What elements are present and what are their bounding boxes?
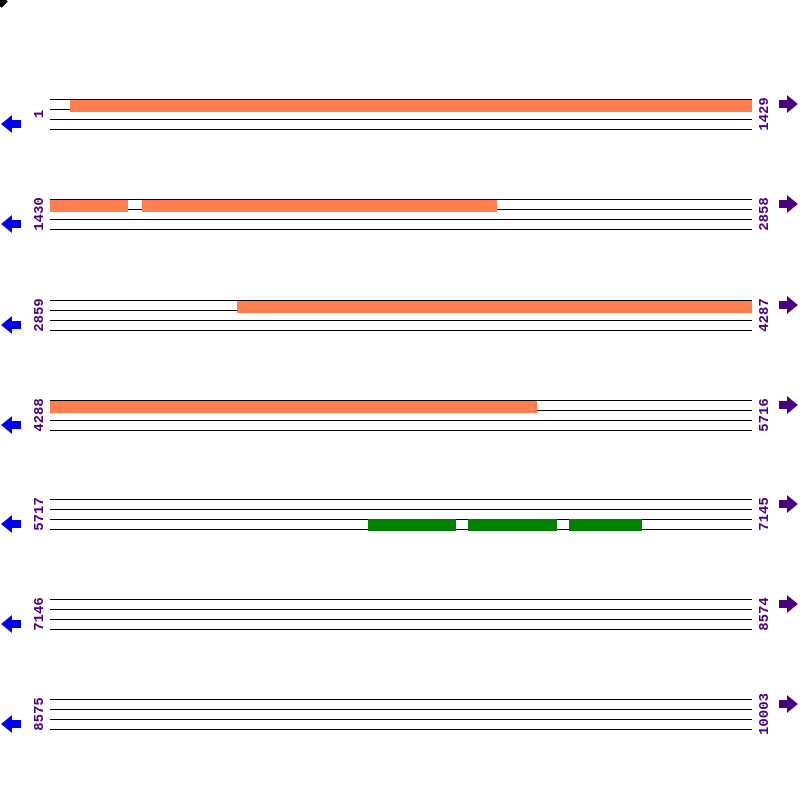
sequence-row: 7146 8574 — [0, 595, 800, 633]
sequence-track-line — [50, 330, 752, 331]
sequence-track-line — [50, 320, 752, 321]
row-end-coordinate-label: 4287 — [757, 298, 773, 332]
sequence-row: 5717 7145 — [0, 495, 800, 533]
reverse-strand-arrow-icon — [1, 415, 21, 440]
sequence-row: 4288 5716 — [0, 396, 800, 434]
forward-strand-arrow-icon — [779, 194, 798, 219]
corner-mark — [0, 0, 8, 8]
sequence-track-line — [50, 430, 752, 431]
sequence-track-line — [50, 699, 752, 700]
sequence-row: 8575 10003 — [0, 693, 800, 735]
forward-feature-segment — [142, 200, 497, 212]
forward-feature-segment — [50, 200, 128, 212]
forward-strand-arrow-icon — [779, 594, 798, 619]
forward-strand-arrow-icon — [779, 94, 798, 119]
sequence-track-line — [50, 729, 752, 730]
row-start-coordinate-label: 1 — [32, 109, 48, 119]
sequence-track-line — [50, 719, 752, 720]
forward-feature-segment — [237, 301, 752, 313]
sequence-track-line — [50, 420, 752, 421]
row-start-coordinate-label: 5717 — [32, 497, 48, 531]
sequence-track-line — [50, 219, 752, 220]
sequence-track-line — [50, 229, 752, 230]
reverse-feature-segment — [569, 519, 642, 531]
row-start-coordinate-label: 8575 — [32, 697, 48, 731]
row-start-coordinate-label: 2859 — [32, 298, 48, 332]
reverse-strand-arrow-icon — [1, 714, 21, 739]
row-start-coordinate-label: 4288 — [32, 398, 48, 432]
row-end-coordinate-label: 2858 — [757, 197, 773, 231]
sequence-track-line — [50, 629, 752, 630]
sequence-track-line — [50, 400, 752, 401]
sequence-track-line — [50, 609, 752, 610]
reverse-feature-segment — [468, 519, 557, 531]
sequence-track-line — [50, 619, 752, 620]
reverse-strand-arrow-icon — [1, 614, 21, 639]
sequence-row: 2859 4287 — [0, 296, 800, 334]
row-end-coordinate-label: 10003 — [757, 692, 773, 736]
reverse-strand-arrow-icon — [1, 514, 21, 539]
row-end-coordinate-label: 1429 — [757, 97, 773, 131]
reverse-strand-arrow-icon — [1, 214, 21, 239]
sequence-track-line — [50, 709, 752, 710]
row-start-coordinate-label: 1430 — [32, 197, 48, 231]
row-end-coordinate-label: 8574 — [757, 597, 773, 631]
forward-strand-arrow-icon — [779, 494, 798, 519]
reverse-strand-arrow-icon — [1, 315, 21, 340]
forward-feature-segment — [50, 401, 537, 413]
forward-strand-arrow-icon — [779, 395, 798, 420]
forward-strand-arrow-icon — [779, 295, 798, 320]
sequence-track-line — [50, 99, 752, 100]
row-end-coordinate-label: 7145 — [757, 497, 773, 531]
forward-feature-segment — [70, 100, 752, 112]
sequence-track-line — [50, 119, 752, 120]
sequence-track-line — [50, 300, 752, 301]
row-start-coordinate-label: 7146 — [32, 597, 48, 631]
sequence-track-line — [50, 499, 752, 500]
reverse-strand-arrow-icon — [1, 114, 21, 139]
sequence-track-line — [50, 599, 752, 600]
sequence-track-line — [50, 129, 752, 130]
sequence-row: 1430 2858 — [0, 195, 800, 233]
reverse-feature-segment — [368, 519, 456, 531]
forward-strand-arrow-icon — [779, 694, 798, 719]
sequence-track-line — [50, 199, 752, 200]
sequence-track-line — [50, 509, 752, 510]
row-end-coordinate-label: 5716 — [757, 398, 773, 432]
sequence-row: 1 1429 — [0, 95, 800, 133]
